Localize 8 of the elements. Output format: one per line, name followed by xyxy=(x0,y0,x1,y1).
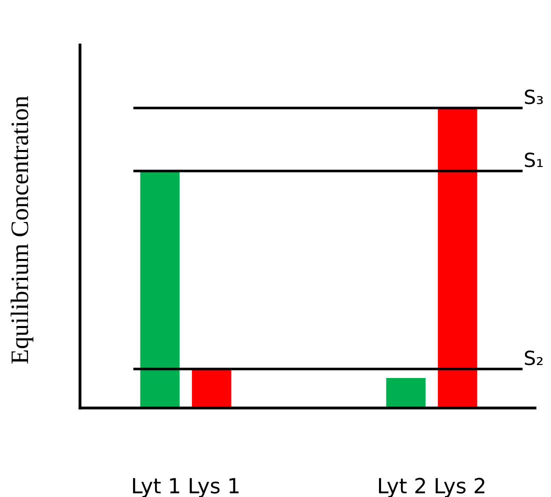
ref-line-label: S₁ xyxy=(524,152,543,168)
ref-line-label: S₃ xyxy=(524,90,543,104)
ref-line-label: S₂ xyxy=(524,350,543,366)
bar xyxy=(192,369,232,408)
bar xyxy=(386,378,426,408)
bar xyxy=(140,171,180,408)
y-axis-title: Equilibrium Concentration xyxy=(10,96,34,364)
bar xyxy=(438,108,478,408)
